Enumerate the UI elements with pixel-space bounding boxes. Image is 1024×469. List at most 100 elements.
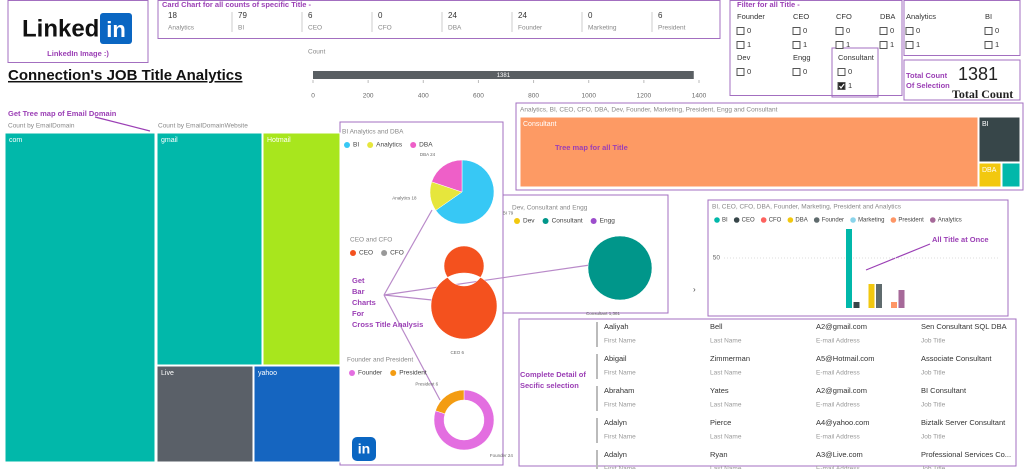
legend-dot (390, 370, 397, 376)
cell: A5@Hotmail.com (816, 354, 874, 363)
card-value: 0 (588, 11, 593, 20)
bar-annotation: Bar (352, 287, 365, 296)
pie-slice (433, 389, 495, 451)
total-value: 1381 (958, 64, 998, 84)
pie-label: DBA 24 (420, 152, 436, 157)
pie-title: CEO and CFO (350, 237, 392, 244)
scroll-arrow[interactable]: › (693, 285, 696, 294)
filter-option: 0 (890, 26, 894, 35)
checkbox[interactable] (879, 41, 888, 49)
cell-caption: Job Title (921, 370, 946, 377)
legend-dot (514, 218, 520, 224)
cell: Ryan (710, 450, 728, 459)
legend-dot (410, 142, 417, 148)
checkbox[interactable] (736, 68, 745, 76)
checkbox[interactable] (905, 27, 914, 35)
cell: A2@gmail.com (816, 386, 867, 395)
checkbox[interactable] (736, 41, 745, 49)
legend-dot (349, 370, 355, 376)
checkbox[interactable] (736, 27, 745, 35)
small-logo-in: in (358, 441, 370, 457)
pie-title: Dev, Consultant and Engg (512, 205, 588, 212)
card-label: Founder (518, 25, 543, 32)
legend-label: Engg (600, 218, 616, 225)
x-tick-label: 1000 (581, 93, 596, 100)
cell-caption: Job Title (921, 338, 946, 345)
cell: A2@gmail.com (816, 322, 867, 331)
checkbox[interactable] (792, 27, 801, 35)
legend-dot (760, 217, 767, 223)
treemap-cell (978, 116, 1021, 163)
checkbox[interactable] (879, 27, 888, 35)
cell-caption: Last Name (710, 466, 742, 469)
checkbox[interactable] (984, 27, 993, 35)
checkbox[interactable] (835, 41, 844, 49)
treemap-cell (156, 365, 254, 463)
total-box (903, 59, 1021, 101)
pie-slice (435, 389, 465, 415)
checkbox[interactable] (837, 68, 846, 76)
filter-option: 0 (916, 26, 920, 35)
dev-pie-box (502, 194, 669, 314)
treemap-cell (262, 132, 341, 366)
treemap-cell (978, 162, 1002, 188)
card-value: 18 (168, 11, 177, 20)
filter-option: 0 (846, 26, 850, 35)
legend-label: Analytics (938, 218, 962, 224)
legend-dot (890, 217, 897, 223)
total-caption: Total Count (952, 87, 1013, 101)
treemap-cell (253, 365, 341, 463)
filter-option: 1 (848, 81, 852, 90)
legend-dot (350, 250, 356, 256)
filter-option: 0 (803, 67, 807, 76)
cell: A4@yahoo.com (816, 418, 869, 427)
logo-in: in (106, 17, 126, 42)
treemap-cell (4, 132, 156, 463)
legend-label: Founder (358, 370, 383, 377)
filter-label: Analytics (906, 12, 936, 21)
card-value: 0 (378, 11, 383, 20)
treemap-cell (1001, 162, 1021, 188)
treemap-label: com (9, 137, 22, 144)
axis-label: Count (308, 49, 326, 56)
filter-label: Consultant (838, 53, 875, 62)
checkbox[interactable] (984, 41, 993, 49)
checkbox[interactable] (835, 27, 844, 35)
checkbox[interactable] (905, 41, 914, 49)
x-tick-label: 400 (418, 93, 429, 100)
legend-label: Marketing (858, 218, 884, 224)
bar-chart-box (707, 199, 1009, 317)
filter-label: Dev (737, 53, 751, 62)
filter-option: 1 (995, 40, 999, 49)
checkbox[interactable] (792, 68, 801, 76)
bar-chart-title: BI, CEO, CFO, DBA, Founder, Marketing, P… (712, 204, 902, 211)
filter-option: 0 (995, 26, 999, 35)
bar-value-label: 1381 (497, 73, 511, 79)
cell: Abraham (604, 386, 634, 395)
total-label: Of Selection (906, 81, 950, 90)
bar (313, 71, 694, 79)
card-value: 24 (448, 11, 457, 20)
pie-slice (431, 159, 463, 193)
cell: Zimmerman (710, 354, 750, 363)
total-label: Total Count (906, 71, 948, 80)
cell-caption: Job Title (921, 434, 946, 441)
filter-option: 1 (890, 40, 894, 49)
y-tick-label: 50 (713, 255, 721, 262)
x-tick-label: 800 (528, 93, 539, 100)
logo-text: Linked (22, 15, 99, 42)
cell: Pierce (710, 418, 731, 427)
cell: Adalyn (604, 450, 627, 459)
bar-annotation: For (352, 309, 364, 318)
checkbox[interactable] (792, 41, 801, 49)
email-annotation: Get Tree map of Email Domain (8, 109, 117, 118)
checkbox[interactable] (837, 82, 846, 90)
legend-dot (733, 217, 740, 223)
arrow (94, 116, 151, 132)
legend-label: DBA (419, 142, 433, 149)
pie-label: CEO 6 (450, 350, 464, 355)
bar (846, 229, 852, 308)
cell: Professional Services Co... (921, 450, 1011, 459)
treemap-label: DBA (982, 167, 997, 174)
